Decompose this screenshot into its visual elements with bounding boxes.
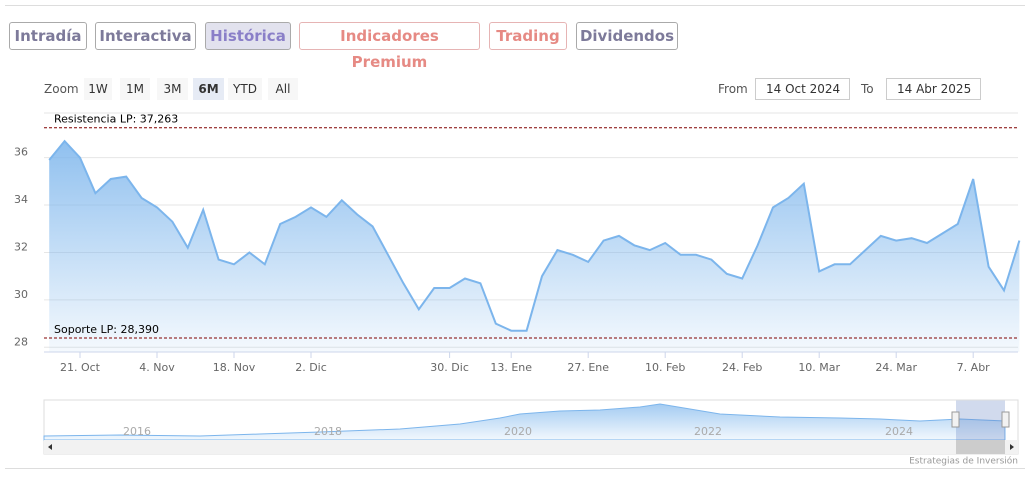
x-tick-label: 10. Mar bbox=[798, 361, 840, 374]
plot-line-label: Resistencia LP: 37,263 bbox=[54, 113, 178, 126]
zoom-button[interactable]: YTD bbox=[228, 78, 262, 100]
navigator-area bbox=[43, 403, 1006, 441]
from-label: From bbox=[718, 82, 748, 96]
y-tick-label: 36 bbox=[14, 146, 28, 159]
to-label: To bbox=[861, 82, 874, 96]
y-tick-label: 34 bbox=[14, 193, 28, 206]
x-tick-label: 2. Dic bbox=[295, 361, 327, 374]
y-tick-label: 32 bbox=[14, 240, 28, 253]
x-tick-label: 30. Dic bbox=[430, 361, 469, 374]
x-tick-label: 24. Feb bbox=[722, 361, 762, 374]
zoom-label: Zoom bbox=[44, 82, 79, 96]
x-tick-label: 10. Feb bbox=[645, 361, 685, 374]
tab[interactable]: Indicadores Premium bbox=[299, 22, 480, 71]
navigator-label: 2018 bbox=[314, 425, 342, 438]
area bbox=[49, 141, 1020, 352]
zoom-button[interactable]: All bbox=[268, 78, 298, 100]
top-rule bbox=[5, 5, 1025, 6]
navigator-window[interactable] bbox=[956, 400, 1005, 440]
x-tick-label: 13. Ene bbox=[490, 361, 532, 374]
navigator-label: 2016 bbox=[123, 425, 151, 438]
tab[interactable]: Dividendos bbox=[576, 22, 678, 50]
tab[interactable]: Histórica bbox=[205, 22, 291, 50]
navigator-handle[interactable] bbox=[951, 411, 960, 428]
zoom-button[interactable]: 1M bbox=[120, 78, 150, 100]
x-tick-label: 24. Mar bbox=[875, 361, 917, 374]
tab[interactable]: Intradía bbox=[9, 22, 87, 50]
y-tick-label: 28 bbox=[14, 335, 28, 348]
to-input[interactable]: 14 Abr 2025 bbox=[886, 78, 981, 100]
x-tick-label: 4. Nov bbox=[139, 361, 175, 374]
y-tick-label: 30 bbox=[14, 288, 28, 301]
credit: Estrategias de Inversión bbox=[909, 456, 1018, 467]
line bbox=[48, 139, 1021, 332]
from-input[interactable]: 14 Oct 2024 bbox=[755, 78, 850, 100]
scrollbar[interactable] bbox=[44, 440, 1018, 454]
x-tick-label: 7. Abr bbox=[957, 361, 990, 374]
navigator-label: 2024 bbox=[885, 425, 913, 438]
x-tick-label: 18. Nov bbox=[213, 361, 256, 374]
x-tick-label: 21. Oct bbox=[60, 361, 101, 374]
scrollbar-thumb[interactable] bbox=[956, 440, 1005, 454]
bottom-rule bbox=[5, 468, 1025, 469]
tab[interactable]: Interactiva bbox=[95, 22, 196, 50]
zoom-button[interactable]: 6M bbox=[193, 78, 224, 100]
x-tick-label: 27. Ene bbox=[567, 361, 609, 374]
zoom-button[interactable]: 3M bbox=[157, 78, 188, 100]
navigator-handle[interactable] bbox=[1001, 411, 1010, 428]
plot-line-label: Soporte LP: 28,390 bbox=[54, 323, 159, 336]
zoom-button[interactable]: 1W bbox=[84, 78, 112, 100]
tab[interactable]: Trading bbox=[489, 22, 567, 50]
navigator-label: 2022 bbox=[694, 425, 722, 438]
navigator-label: 2020 bbox=[504, 425, 532, 438]
